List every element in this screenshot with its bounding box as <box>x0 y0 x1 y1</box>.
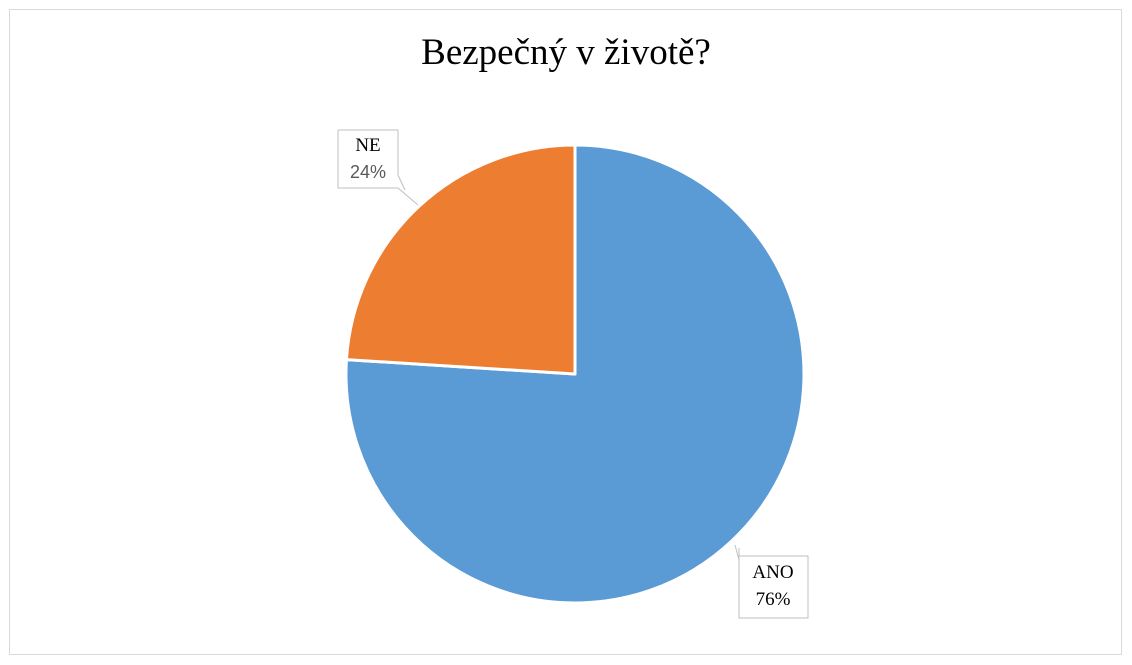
data-label-ne-value: 24% <box>350 162 386 182</box>
pie-slices <box>344 143 806 605</box>
data-label-ano: ANO 76% <box>734 544 809 619</box>
chart-title: Bezpečný v životě? <box>421 32 711 73</box>
data-label-ne-category: NE <box>355 135 380 156</box>
data-label-ano-callout <box>734 544 809 619</box>
data-label-ano-category: ANO <box>752 562 793 583</box>
pie-slice-ne <box>344 143 577 376</box>
data-label-ne: NE 24% <box>337 129 419 206</box>
data-label-ne-callout <box>337 129 419 206</box>
pie-slice-ano <box>344 143 806 605</box>
data-label-ano-value: 76% <box>756 589 791 610</box>
